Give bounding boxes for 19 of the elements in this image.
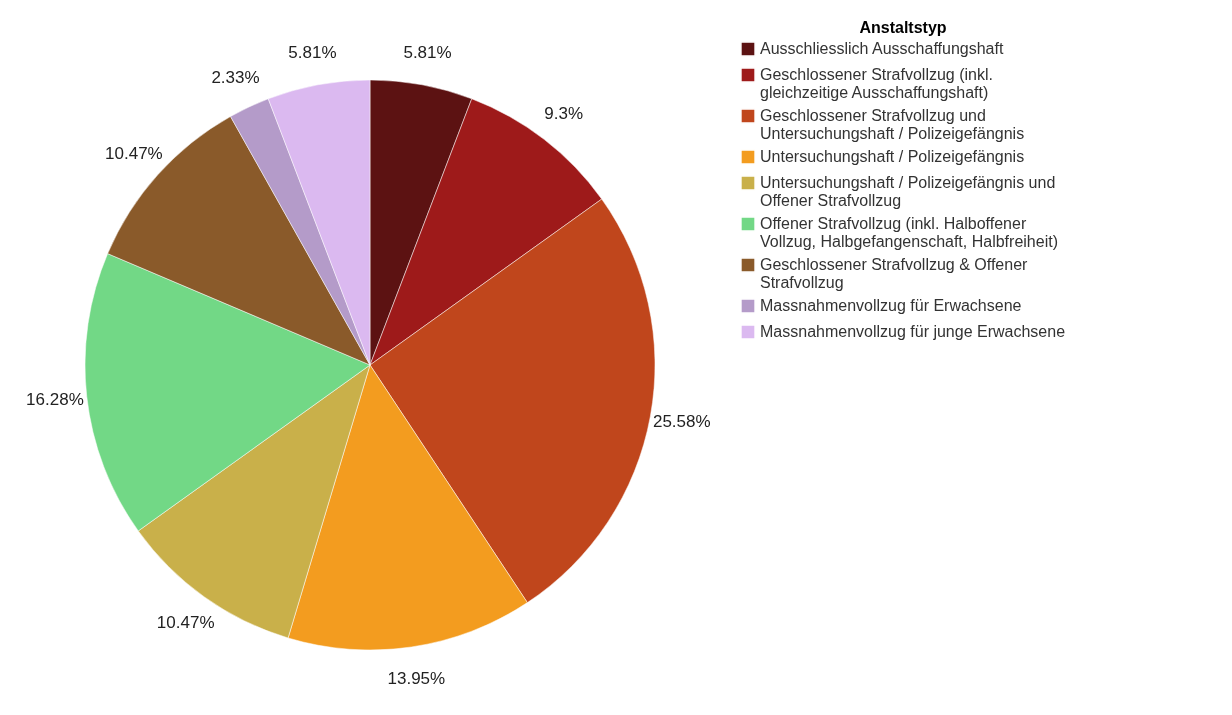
legend-label: Geschlossener Strafvollzug & Offener Strafvollzug bbox=[760, 256, 1029, 291]
data-label: 25.58% bbox=[652, 412, 711, 432]
legend-label: Ausschliesslich Ausschaffungshaft bbox=[760, 40, 1004, 57]
legend-label: Massnahmenvollzug für junge Erwachsene bbox=[760, 323, 1066, 340]
data-label: 10.47% bbox=[156, 612, 215, 632]
legend-label: Geschlossener Strafvollzug und Untersuchungshaft / Polizeigefängnis bbox=[760, 107, 1025, 142]
data-label: 2.33% bbox=[211, 67, 260, 87]
data-label: 5.81% bbox=[288, 43, 337, 63]
legend-label: Untersuchungshaft / Polizeigefängnis und Offener Strafvollzug bbox=[760, 174, 1056, 209]
data-label: 16.28% bbox=[26, 389, 84, 409]
data-label: 13.95% bbox=[387, 668, 446, 688]
legend-title: Anstaltstyp bbox=[859, 19, 947, 36]
legend-label: Offener Strafvollzug (inkl. Halboffener Vollzug, Halbgefangenschaft, Halbfreiheit) bbox=[760, 215, 1058, 250]
legend-label: Massnahmenvollzug für Erwachsene bbox=[760, 297, 1022, 314]
data-label: 10.47% bbox=[105, 143, 163, 163]
data-label: 9.3% bbox=[544, 104, 584, 124]
legend-label: Untersuchungshaft / Polizeigefängnis bbox=[760, 148, 1025, 165]
legend-label: Geschlossener Strafvollzug (inkl. gleichzeitige Ausschaffungshaft) bbox=[760, 66, 993, 101]
data-label: 5.81% bbox=[403, 43, 452, 63]
